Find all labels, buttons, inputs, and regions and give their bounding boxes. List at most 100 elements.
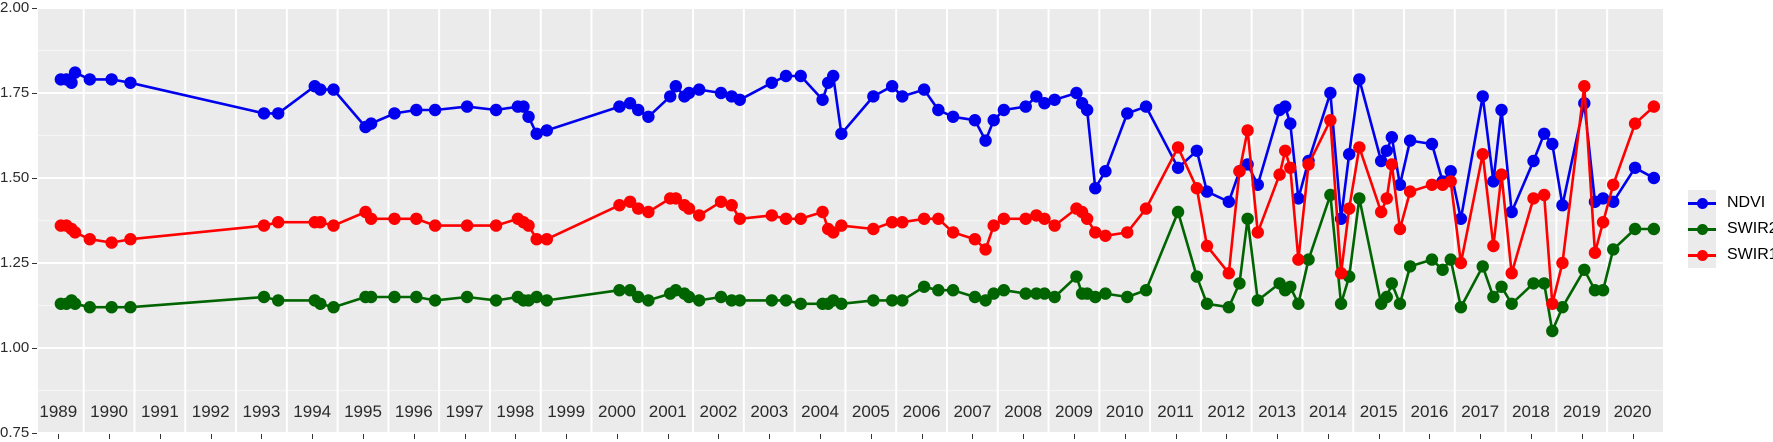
- data-point: [124, 301, 137, 314]
- data-point: [692, 209, 706, 222]
- x-tick-label: 2001: [649, 402, 687, 421]
- data-point: [1233, 277, 1246, 290]
- data-point: [530, 233, 543, 246]
- x-tick-label: 1989: [39, 402, 77, 421]
- data-point: [272, 294, 285, 307]
- data-point: [623, 284, 637, 297]
- x-tick-mark: [464, 434, 466, 439]
- data-point: [725, 199, 738, 212]
- data-point: [1588, 246, 1602, 259]
- data-point: [917, 212, 931, 225]
- data-point: [1537, 188, 1551, 202]
- legend-point-icon: [1697, 198, 1708, 209]
- data-point: [314, 83, 327, 96]
- y-tick-mark: [32, 8, 37, 9]
- data-point: [632, 290, 645, 304]
- data-point: [1070, 270, 1083, 283]
- data-point: [997, 212, 1011, 225]
- data-point: [1578, 263, 1591, 276]
- data-point: [1099, 229, 1112, 242]
- legend-item-swir2[interactable]: SWIR2: [1688, 216, 1773, 242]
- x-tick-label: 2018: [1512, 402, 1550, 421]
- data-point: [987, 287, 1000, 300]
- data-point: [714, 195, 728, 208]
- data-point: [1596, 192, 1610, 205]
- x-tick-label: 2016: [1410, 402, 1448, 421]
- data-point: [364, 117, 378, 130]
- data-point: [827, 226, 840, 239]
- data-point: [522, 110, 535, 124]
- data-point: [682, 202, 696, 215]
- data-point: [1487, 175, 1500, 188]
- y-tick-mark: [32, 433, 37, 434]
- data-point: [1495, 280, 1508, 293]
- data-point: [388, 107, 401, 120]
- data-point: [835, 219, 848, 232]
- data-point: [642, 110, 655, 124]
- data-point: [968, 114, 982, 127]
- data-point: [83, 301, 96, 314]
- data-point: [1171, 141, 1185, 154]
- legend-item-swir1[interactable]: SWIR1: [1688, 242, 1773, 268]
- data-point: [1302, 253, 1315, 266]
- data-point: [765, 209, 778, 222]
- data-point: [1089, 226, 1102, 239]
- x-tick-mark: [312, 434, 314, 439]
- data-point: [428, 103, 442, 117]
- data-point: [1495, 168, 1508, 181]
- data-point: [946, 226, 960, 239]
- data-point: [1019, 287, 1032, 300]
- data-point: [1251, 178, 1264, 191]
- data-point: [1403, 185, 1417, 198]
- data-point: [816, 93, 829, 107]
- data-point: [885, 216, 899, 229]
- y-tick-label: 1.50: [0, 169, 30, 186]
- y-tick-label: 1.75: [0, 84, 30, 101]
- data-point: [1241, 212, 1254, 225]
- data-point: [327, 219, 340, 232]
- legend-item-ndvi[interactable]: NDVI: [1688, 190, 1773, 216]
- data-point: [1019, 212, 1032, 225]
- data-point: [632, 202, 645, 215]
- x-tick-label: 2000: [598, 402, 636, 421]
- data-point: [1278, 100, 1292, 113]
- data-point: [1222, 195, 1236, 208]
- data-point: [105, 236, 118, 249]
- data-point: [489, 294, 503, 307]
- y-tick-label: 1.00: [0, 339, 30, 356]
- data-point: [460, 219, 474, 232]
- data-point: [932, 103, 945, 117]
- data-point: [835, 127, 848, 140]
- data-point: [997, 103, 1011, 117]
- legend: NDVI SWIR2 SWIR1: [1688, 190, 1773, 268]
- legend-label: NDVI: [1727, 194, 1766, 211]
- data-point: [827, 69, 840, 83]
- data-point: [1647, 100, 1661, 113]
- data-point: [867, 222, 880, 236]
- data-point: [896, 294, 909, 307]
- x-tick-mark: [718, 434, 720, 439]
- x-tick-mark: [870, 434, 872, 439]
- data-point: [364, 212, 378, 225]
- data-point: [1505, 297, 1518, 310]
- x-tick-label: 2011: [1157, 402, 1194, 421]
- series-line: [59, 71, 1656, 221]
- data-point: [1334, 297, 1348, 310]
- y-tick-mark: [32, 178, 37, 179]
- data-point: [714, 86, 728, 100]
- data-point: [1628, 117, 1642, 130]
- data-point: [327, 83, 340, 96]
- data-point: [714, 290, 728, 304]
- data-point: [1628, 222, 1642, 236]
- legend-key-swatch: [1688, 216, 1716, 242]
- data-point: [692, 83, 706, 96]
- data-point: [1647, 222, 1661, 236]
- data-point: [1556, 256, 1569, 270]
- data-point: [692, 294, 706, 307]
- x-tick-mark: [1327, 434, 1329, 439]
- x-tick-mark: [1480, 434, 1482, 439]
- data-point: [979, 294, 992, 307]
- y-tick-mark: [32, 263, 37, 264]
- data-point: [540, 124, 554, 137]
- plot-panel: 1989 1990 1991 1992 1993 1994 1995 1996 1997 1998…: [38, 8, 1663, 433]
